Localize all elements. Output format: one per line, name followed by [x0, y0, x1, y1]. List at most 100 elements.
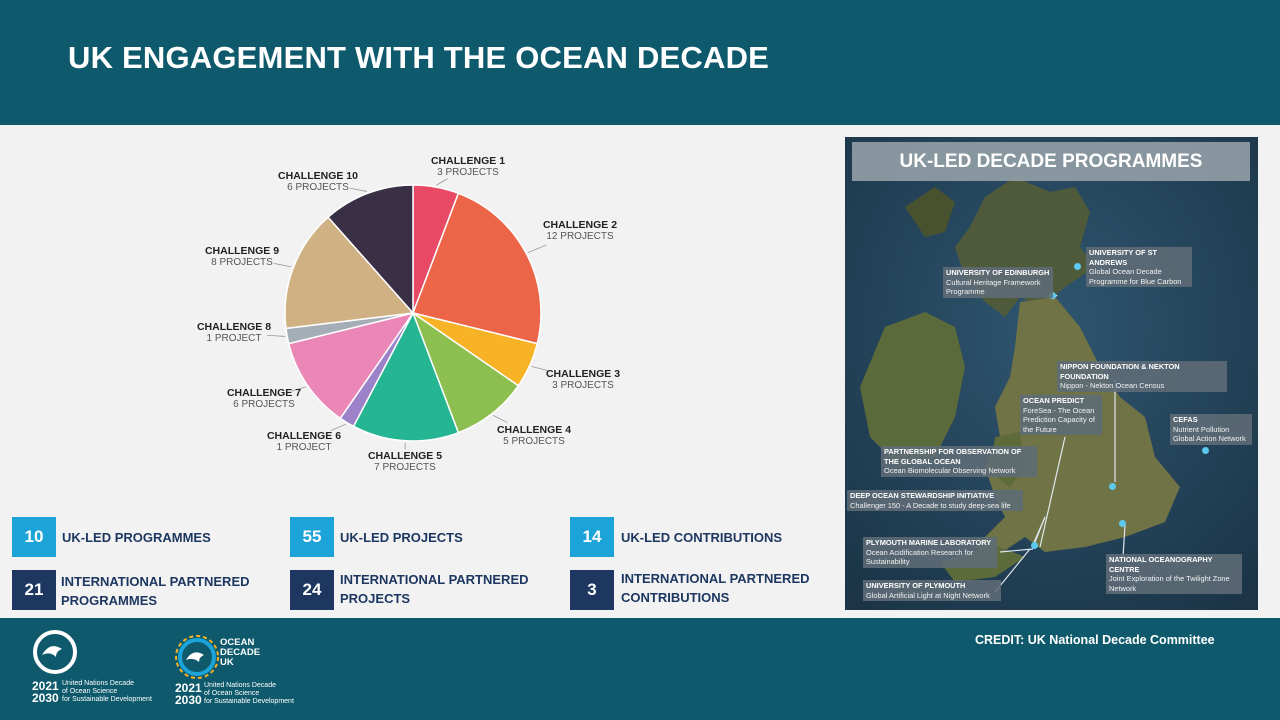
stat-value-intl-projects: 24: [290, 570, 334, 610]
annotation-desc: Ocean Biomolecular Observing Network: [884, 466, 1016, 475]
annotation-name: UNIVERSITY OF EDINBURGH: [946, 268, 1050, 277]
annotation-desc: Global Ocean Decade Programme for Blue C…: [1089, 267, 1182, 286]
pie-label-name: CHALLENGE 3: [545, 368, 621, 380]
pie-label-name: CHALLENGE 5: [367, 450, 443, 462]
marker-nekton: [1109, 483, 1116, 490]
pie-slice-challenge-2: [411, 192, 542, 345]
pie-leader-line: [274, 263, 292, 268]
annotation-desc: Global Artificial Light at Night Network: [866, 590, 990, 600]
pie-label-challenge-10: CHALLENGE 10 6 PROJECTS: [278, 170, 358, 194]
pie-label-name: CHALLENGE 10: [278, 170, 358, 182]
logo-caption: United Nations Decade of Ocean Science f…: [62, 680, 152, 704]
annotation-name: NATIONAL OCEANOGRAPHY CENTRE: [1109, 555, 1213, 574]
annotation-pml: PLYMOUTH MARINE LABORATORY Ocean Acidifi…: [863, 537, 997, 568]
pie-chart: [267, 178, 550, 450]
logo-caption-line: for Sustainable Development: [204, 698, 294, 705]
annotation-noc: NATIONAL OCEANOGRAPHY CENTRE Joint Explo…: [1106, 554, 1242, 594]
stat-value-uk-programmes: 10: [12, 517, 56, 557]
annotation-ocean-predict: OCEAN PREDICT ForeSea - The Ocean Predic…: [1020, 395, 1102, 435]
logo-caption-line: of Ocean Science: [204, 690, 260, 697]
pie-label-name: CHALLENGE 6: [266, 430, 342, 442]
pie-leader-line: [527, 244, 547, 253]
annotation-desc: Nippon - Nekton Ocean Census: [1060, 381, 1165, 390]
header-bar: UK ENGAGEMENT WITH THE OCEAN DECADE: [0, 0, 1280, 122]
brand-line: UK: [220, 657, 234, 668]
un-decade-logo: [33, 630, 77, 674]
annotation-dosi: DEEP OCEAN STEWARDSHIP INITIATIVE Challe…: [847, 490, 1023, 511]
pie-slice-challenge-5: [352, 311, 460, 442]
annotation-goos: PARTNERSHIP FOR OBSERVATION OF THE GLOBA…: [881, 446, 1037, 477]
annotation-desc: Nutrient Pollution Global Action Network: [1173, 424, 1246, 444]
pie-leader-line: [436, 178, 448, 186]
pie-label-name: CHALLENGE 2: [542, 219, 618, 231]
pie-leader-line: [349, 187, 367, 192]
pie-label-value: 3 PROJECTS: [437, 167, 499, 178]
annotation-edinburgh: UNIVERSITY OF EDINBURGH Cultural Heritag…: [943, 267, 1053, 298]
pie-slice-challenge-10: [327, 184, 414, 315]
pie-label-name: CHALLENGE 1: [430, 155, 506, 167]
pie-label-value: 7 PROJECTS: [374, 462, 436, 473]
annotation-desc: Ocean Acidification Research for Sustain…: [866, 547, 974, 567]
pie-label-value: 1 PROJECT: [276, 442, 332, 453]
annotation-st-andrews: UNIVERSITY OF ST ANDREWS Global Ocean De…: [1086, 247, 1192, 287]
stat-value-uk-projects: 55: [290, 517, 334, 557]
brand-line: DECADE: [220, 647, 261, 658]
annotation-desc: Joint Exploration of the Twilight Zone N…: [1109, 574, 1230, 593]
ocean-decade-uk-logo: [175, 635, 219, 679]
stat-label-uk-contributions: UK-LED CONTRIBUTIONS: [621, 530, 783, 545]
annotation-desc: Cultural Heritage Framework Programme: [946, 277, 1041, 297]
stat-value-intl-programmes: 21: [12, 570, 56, 610]
stat-label-uk-projects: UK-LED PROJECTS: [340, 530, 463, 545]
pie-label-value: 6 PROJECTS: [287, 182, 349, 193]
logo-year-bottom: 2030: [175, 693, 202, 707]
annotation-name: DEEP OCEAN STEWARDSHIP INITIATIVE: [850, 491, 995, 500]
logo-caption-line: United Nations Decade: [204, 682, 276, 689]
pie-slice-challenge-4: [411, 311, 520, 434]
marker-st-andrews: [1074, 263, 1081, 270]
pie-slice-challenge-7: [287, 311, 415, 420]
pie-label-name: CHALLENGE 7: [226, 387, 302, 399]
logo-year-top: 2021: [175, 681, 202, 695]
pie-leader-line: [291, 386, 307, 392]
pie-label-value: 8 PROJECTS: [211, 257, 273, 268]
pie-leader-line: [267, 334, 286, 337]
pie-leader-line: [531, 365, 550, 372]
pie-leader-line: [492, 414, 508, 423]
annotation-name: UNIVERSITY OF ST ANDREWS: [1089, 248, 1158, 267]
annotation-name: PLYMOUTH MARINE LABORATORY: [866, 538, 992, 547]
credit-text: CREDIT: UK National Decade Committee: [975, 633, 1215, 647]
pie-label-value: 12 PROJECTS: [546, 231, 614, 242]
logo-caption: United Nations Decade of Ocean Science f…: [204, 682, 294, 706]
pie-label-value: 5 PROJECTS: [503, 436, 565, 447]
annotation-desc: ForeSea - The Ocean Prediction Capacity …: [1023, 405, 1095, 434]
annotation-name: PARTNERSHIP FOR OBSERVATION OF THE GLOBA…: [884, 447, 1022, 466]
annotation-nekton: NIPPON FOUNDATION & NEKTON FOUNDATION Ni…: [1057, 361, 1227, 392]
stat-label-intl-programmes: INTERNATIONAL PARTNERED PROGRAMMES: [61, 574, 250, 608]
pie-leader-line: [330, 423, 346, 431]
stat-label-intl-projects: INTERNATIONAL PARTNERED PROJECTS: [340, 572, 529, 606]
pie-slice-challenge-9: [284, 216, 415, 330]
map-title: UK-LED DECADE PROGRAMMES: [852, 142, 1250, 181]
pie-label-value: 3 PROJECTS: [552, 380, 614, 391]
pie-label-value: 1 PROJECT: [206, 333, 262, 344]
annotation-name: UNIVERSITY OF PLYMOUTH: [866, 581, 966, 590]
pie-label-name: CHALLENGE 4: [496, 424, 572, 436]
page-title: UK ENGAGEMENT WITH THE OCEAN DECADE: [68, 40, 770, 75]
annotation-name: CEFAS: [1173, 415, 1198, 424]
annotation-name: OCEAN PREDICT: [1023, 396, 1085, 405]
marker-plymouth: [1031, 542, 1038, 549]
annotation-cefas: CEFAS Nutrient Pollution Global Action N…: [1170, 414, 1252, 445]
logo-year-top: 2021: [32, 679, 59, 693]
annotation-desc: Challenger 150 - A Decade to study deep-…: [850, 500, 1011, 510]
annotation-name: NIPPON FOUNDATION & NEKTON FOUNDATION: [1060, 362, 1180, 381]
ocean-decade-uk-brand: OCEAN DECADE UK: [220, 638, 260, 668]
logo-caption-line: United Nations Decade: [62, 680, 134, 687]
